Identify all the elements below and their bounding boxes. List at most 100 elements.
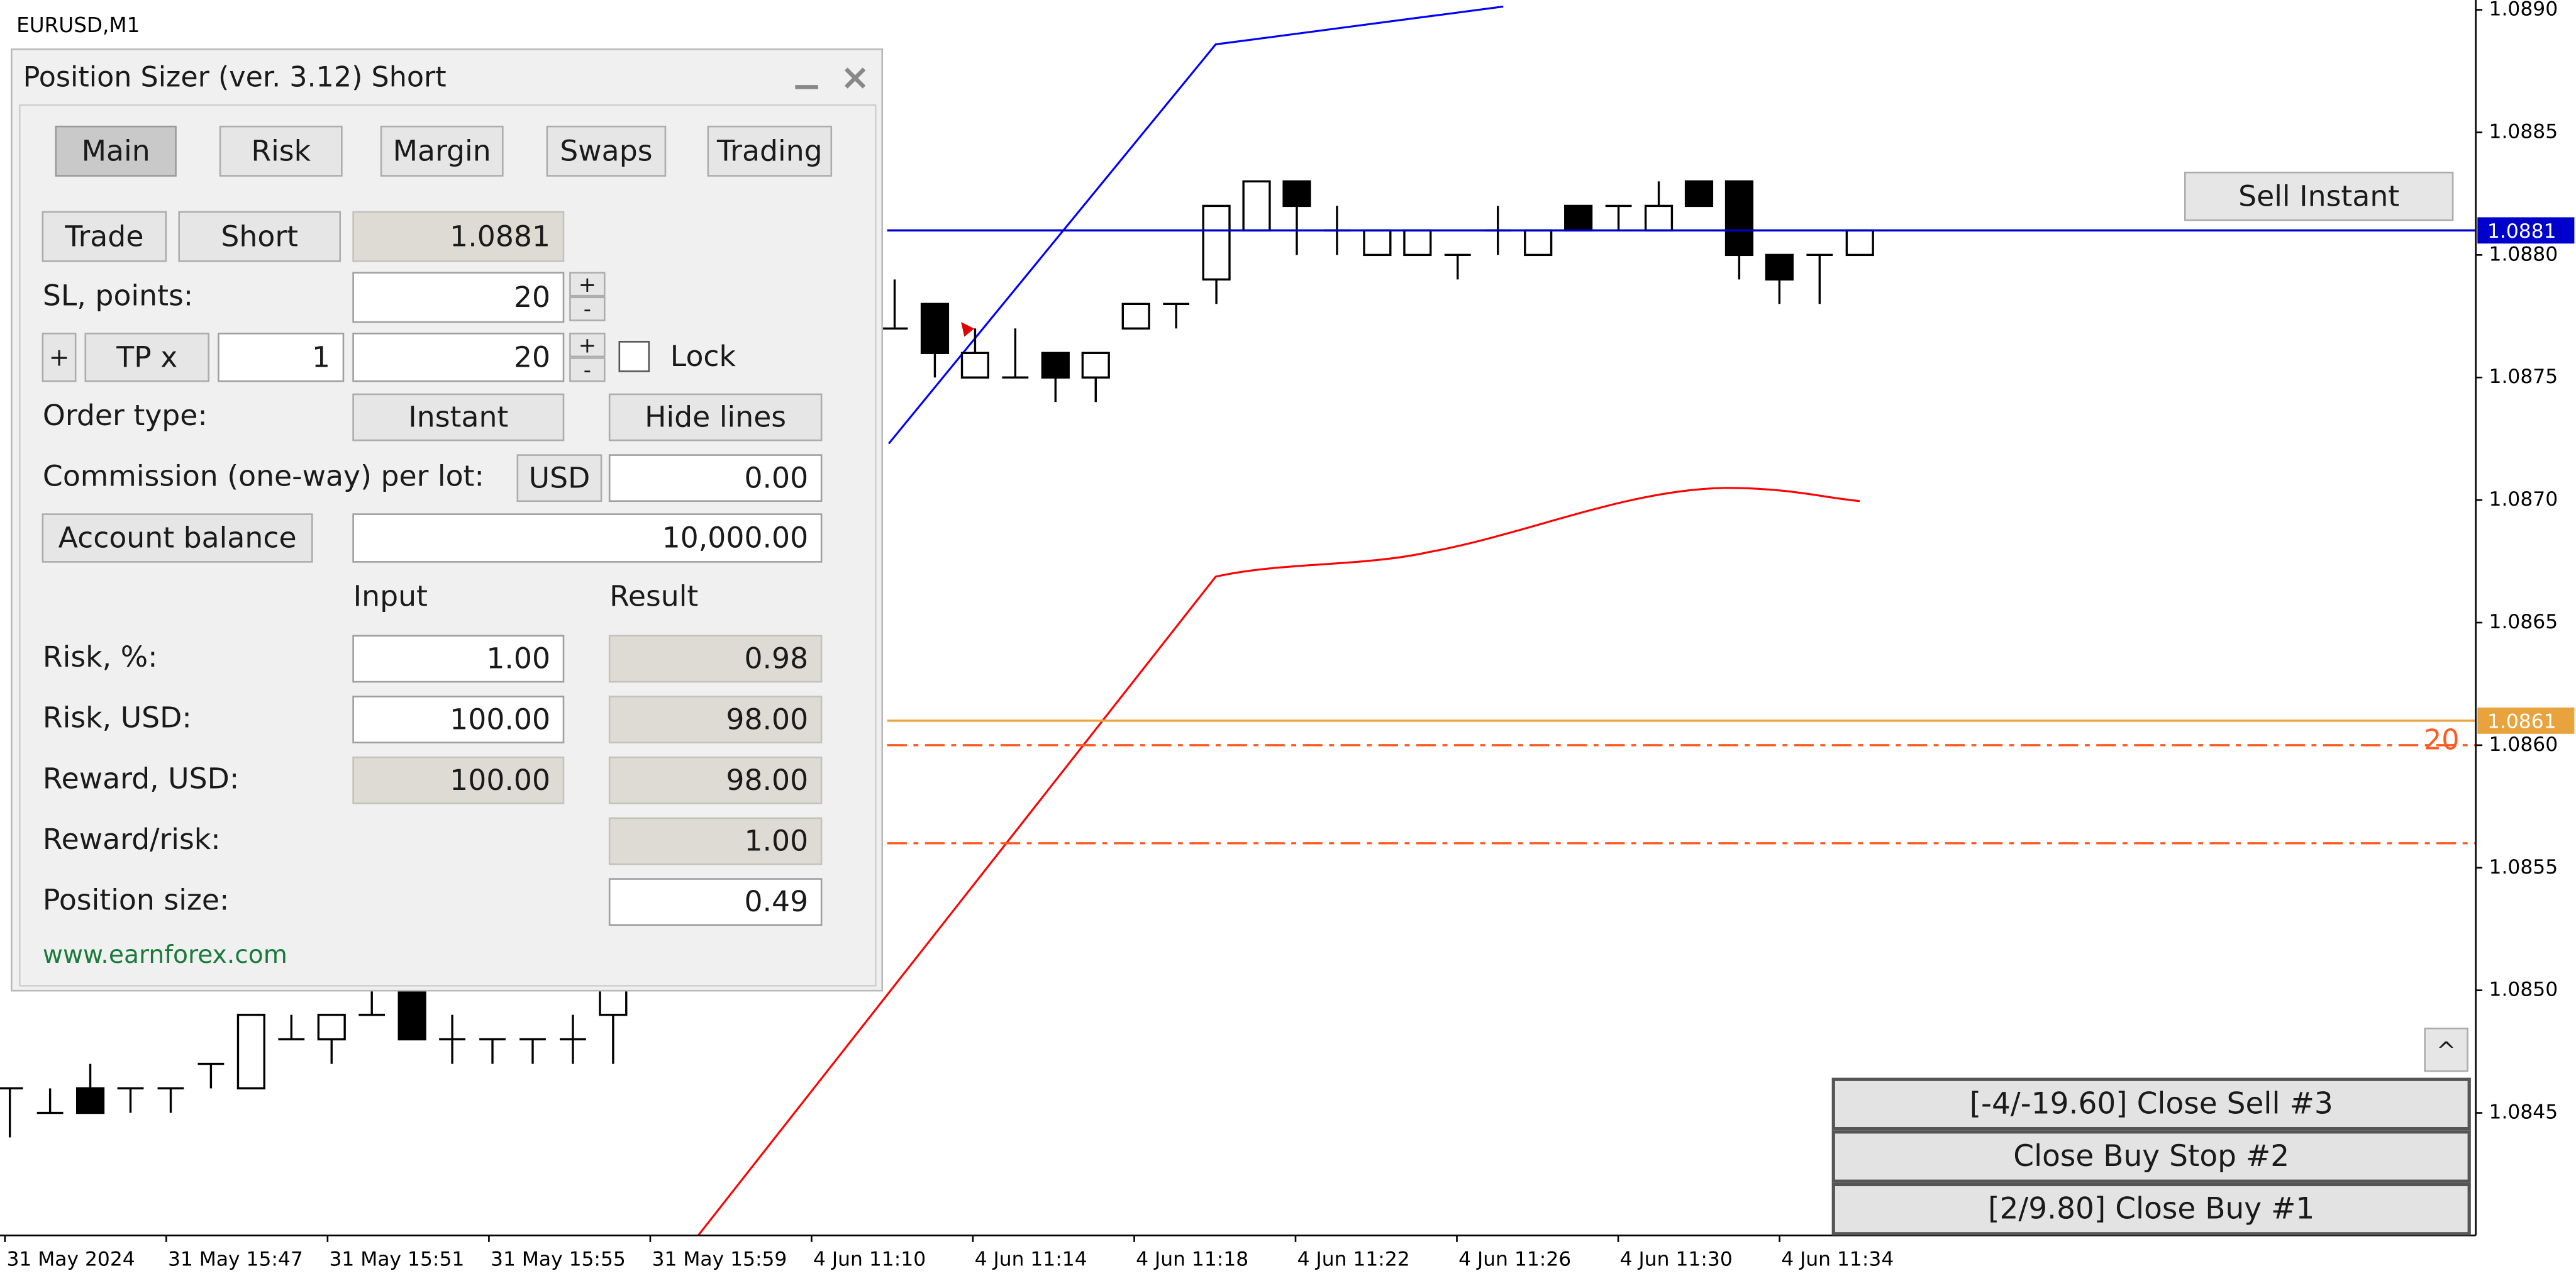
row-label: Reward, USD:	[43, 762, 239, 795]
spin-down-button-sl-box[interactable]	[569, 296, 606, 321]
tab-button-box[interactable]	[707, 125, 833, 177]
account-balance-button[interactable]: Account balance	[58, 521, 297, 555]
tab-button-box[interactable]	[55, 125, 177, 177]
result-field[interactable]: 0.49	[744, 885, 808, 918]
commission-currency-button-box[interactable]	[516, 454, 602, 502]
candle-body	[1202, 204, 1231, 281]
y-tick-label: 1.0870	[2489, 488, 2558, 511]
tab-button[interactable]: Swaps	[560, 134, 652, 167]
spin-up-button-tp[interactable]: +	[579, 333, 596, 358]
input-header: Input	[353, 579, 428, 613]
account-balance-button-box[interactable]	[42, 513, 313, 563]
entry-price-field: 1.0881	[450, 219, 550, 253]
direction-button[interactable]: Short	[221, 219, 298, 253]
tab-button-box[interactable]	[380, 125, 504, 177]
candle-body	[1644, 204, 1674, 232]
input-field-box[interactable]	[352, 696, 565, 744]
collapse-button[interactable]: ^	[2436, 1036, 2456, 1063]
commission-field[interactable]: 0.00	[744, 461, 808, 494]
account-balance-field-box[interactable]	[352, 513, 823, 563]
lock-checkbox[interactable]	[618, 341, 650, 372]
sell-instant-button[interactable]: Sell Instant	[2238, 179, 2399, 213]
website-link: www.earnforex.com	[43, 941, 287, 969]
x-tick-label: 4 Jun 11:18	[1136, 1248, 1248, 1271]
candle-body	[1564, 204, 1593, 232]
result-field-box[interactable]	[608, 878, 823, 926]
spin-up-button-sl[interactable]: +	[579, 272, 596, 297]
symbol-label: EURUSD,M1	[16, 13, 140, 37]
tab-button-box[interactable]	[219, 125, 343, 177]
commission-currency-button[interactable]: USD	[529, 461, 591, 494]
sl-field-box[interactable]	[352, 272, 565, 323]
sell-instant-button-box[interactable]	[2184, 171, 2454, 221]
candle-body	[317, 1013, 346, 1041]
candle-body	[1363, 229, 1392, 257]
candle-body	[1845, 229, 1874, 257]
close-order-button-box[interactable]	[1831, 1077, 2471, 1131]
spin-up-button-tp-box[interactable]	[569, 332, 606, 358]
candle-body	[920, 303, 950, 354]
price-level-label: 1.0881	[2487, 220, 2557, 243]
candle-body	[1242, 180, 1271, 232]
tp-button-box[interactable]	[84, 332, 210, 382]
hide-lines-button-box[interactable]	[608, 393, 823, 441]
input-field[interactable]: 100.00	[450, 702, 550, 736]
order-type-button-box[interactable]	[352, 393, 565, 441]
x-tick-label: 4 Jun 11:22	[1297, 1248, 1410, 1271]
sl-distance-label: 20	[2424, 724, 2460, 757]
spin-down-button-sl[interactable]: -	[584, 297, 591, 322]
tab-button[interactable]: Trading	[716, 134, 823, 167]
tp-add-button-box[interactable]	[42, 332, 77, 382]
account-balance-field[interactable]: 10,000.00	[662, 521, 809, 555]
spin-down-button-tp[interactable]: -	[584, 358, 591, 383]
tp-multiplier-field[interactable]: 1	[312, 340, 330, 374]
candle-body	[397, 989, 426, 1041]
price-level-label: 1.0861	[2487, 711, 2557, 733]
close-icon[interactable]	[844, 67, 866, 89]
tp-field-box[interactable]	[352, 332, 565, 382]
result-field-box	[608, 635, 823, 683]
y-tick-label: 1.0865	[2489, 611, 2558, 633]
hide-lines-button[interactable]: Hide lines	[645, 401, 786, 434]
row-label: Risk, %:	[43, 640, 158, 674]
close-order-button[interactable]: [2/9.80] Close Buy #1	[1988, 1192, 2314, 1226]
tab-button-box[interactable]	[546, 125, 667, 177]
tab-button[interactable]: Margin	[393, 134, 491, 167]
trade-button-box[interactable]	[42, 211, 167, 262]
y-tick-label: 1.0845	[2489, 1101, 2558, 1124]
y-tick-label: 1.0890	[2489, 0, 2558, 21]
tab-button[interactable]: Risk	[251, 134, 311, 167]
direction-button-box[interactable]	[178, 211, 341, 262]
trade-button[interactable]: Trade	[64, 219, 143, 253]
spin-down-button-tp-box[interactable]	[569, 357, 606, 382]
row-label: Position size:	[43, 884, 230, 917]
tab-button[interactable]: Main	[82, 134, 150, 167]
tp-add-button[interactable]: +	[49, 343, 70, 372]
tp-multiplier-field-box[interactable]	[218, 332, 345, 382]
spin-up-button-sl-box[interactable]	[569, 272, 606, 297]
commission-field-box[interactable]	[608, 454, 823, 502]
lower-band-line	[697, 487, 1860, 1236]
result-field-box	[608, 817, 823, 865]
order-type-button[interactable]: Instant	[408, 401, 508, 434]
result-field: 98.00	[726, 763, 808, 797]
candle-body	[960, 352, 990, 379]
candle-body	[1684, 180, 1714, 208]
sl-field[interactable]: 20	[514, 280, 550, 314]
upper-band-line	[888, 5, 1504, 445]
close-order-button[interactable]: [-4/-19.60] Close Sell #3	[1970, 1087, 2333, 1121]
tp-button[interactable]: TP x	[116, 340, 177, 374]
close-order-button[interactable]: Close Buy Stop #2	[2013, 1139, 2289, 1174]
close-order-button-box[interactable]	[1831, 1182, 2471, 1236]
result-header: Result	[609, 579, 698, 613]
input-field-box[interactable]	[352, 635, 565, 683]
collapse-button-box[interactable]	[2424, 1027, 2468, 1072]
tp-field[interactable]: 20	[514, 340, 550, 374]
x-tick-label: 4 Jun 11:34	[1781, 1248, 1894, 1271]
close-order-button-box[interactable]	[1831, 1130, 2471, 1183]
price-level-tag	[2477, 708, 2575, 734]
input-field[interactable]: 1.00	[486, 642, 550, 675]
x-tick-label: 31 May 15:59	[652, 1248, 787, 1271]
